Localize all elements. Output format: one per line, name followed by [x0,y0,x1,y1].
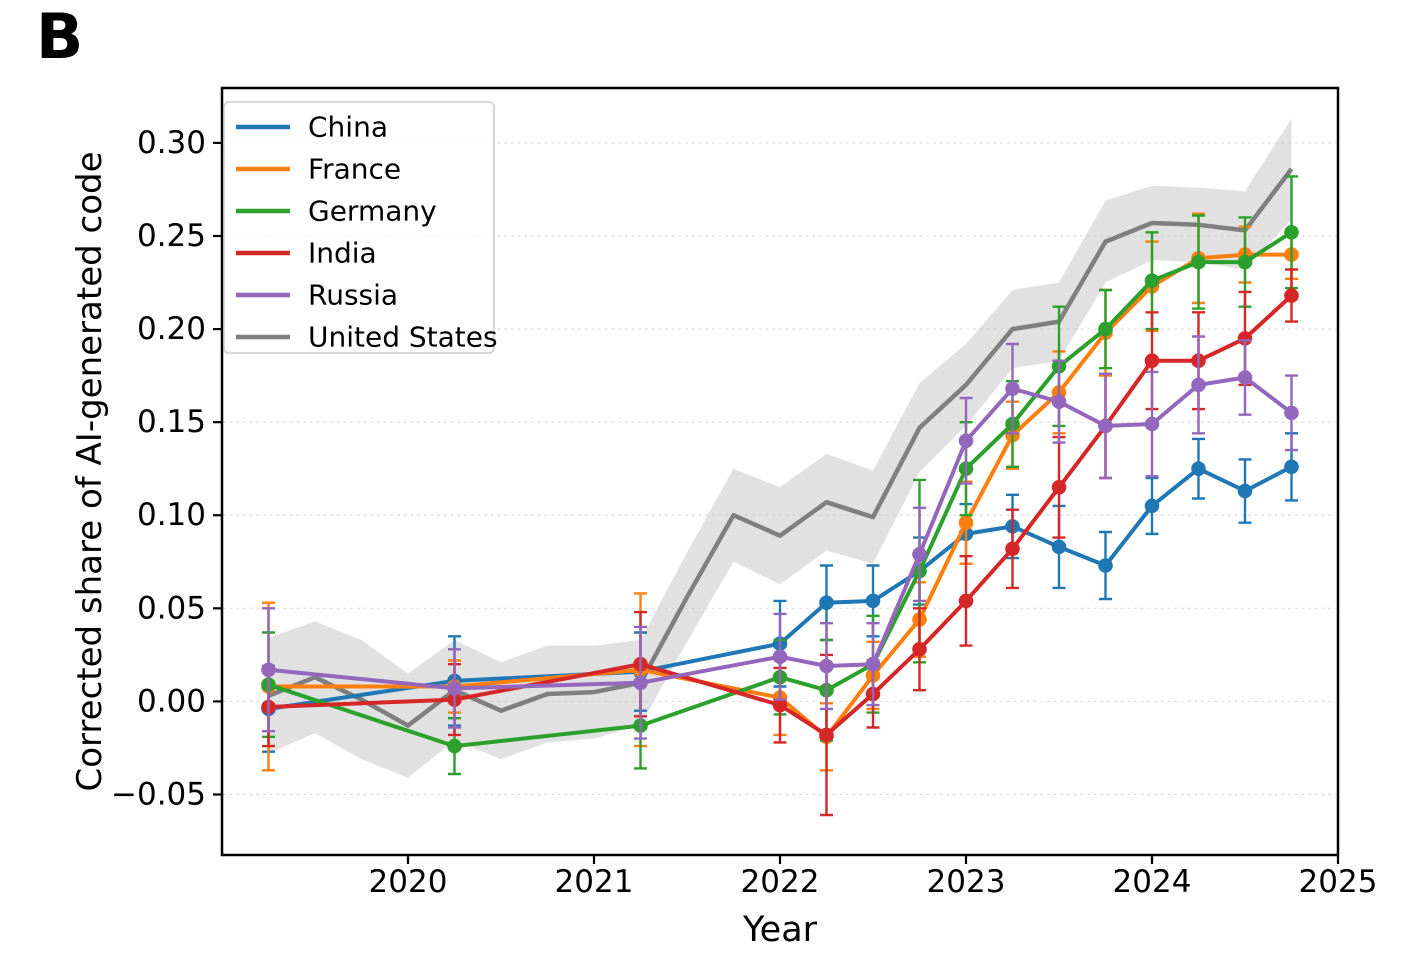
panel-label: B [36,0,84,73]
data-point [819,658,834,674]
data-point [1284,225,1299,240]
data-point [447,738,462,754]
data-point [819,727,834,743]
legend-label: Russia [308,279,398,312]
axis-ticks: −0.05 0.00 0.05 0.10 0.15 0.20 0.25 0.30 2020 202… [111,125,1377,900]
us-confidence-band [268,118,1292,778]
x-tick-label: 2022 [741,864,820,900]
y-tick-label: 0.00 [137,683,206,719]
legend-box [223,101,495,354]
data-point [865,593,881,609]
y-tick-label: 0.30 [137,125,206,161]
x-tick-label: 2024 [1113,864,1192,900]
data-point [1098,558,1113,573]
data-point [1144,498,1160,514]
data-point [1237,331,1253,346]
data-point [633,675,648,691]
legend-label: China [308,111,388,144]
legend-label: France [308,153,401,186]
data-point [958,593,974,609]
data-point [447,681,462,696]
data-point [1284,459,1299,475]
data-point [912,547,927,562]
legend-label: Germany [308,195,437,228]
legend: China France Germany India Russia United Stat… [223,101,498,354]
y-tick-label: −0.05 [111,776,206,812]
data-point [772,697,788,713]
data-point [1237,254,1253,270]
data-point [1051,539,1067,555]
x-tick-label: 2021 [555,864,634,900]
data-point [1284,288,1299,303]
data-point [1144,416,1160,432]
data-point [1191,254,1206,270]
data-point [958,515,974,530]
data-point [1098,418,1113,434]
data-point [1237,483,1253,499]
markers-germany [261,225,1299,754]
data-point [865,656,881,672]
data-point [1144,353,1160,369]
data-point [1144,273,1160,289]
series-russia [261,335,1299,740]
data-point [958,433,974,449]
data-point [1051,480,1067,495]
y-tick-label: 0.15 [137,404,206,440]
y-tick-label: 0.10 [137,497,206,533]
y-tick-label: 0.25 [137,218,206,254]
data-point [1191,461,1206,477]
data-point [1051,394,1067,410]
x-tick-label: 2020 [369,864,448,900]
x-axis-label: Year [742,910,818,950]
data-point [1191,377,1206,393]
y-tick-label: 0.20 [137,311,206,347]
data-point [1284,405,1299,421]
data-point [912,642,927,657]
markers-russia [261,370,1299,696]
data-point [1098,321,1113,337]
data-point [772,649,788,664]
legend-label: India [308,237,377,270]
data-point [1005,381,1020,397]
data-point [261,662,276,678]
y-tick-label: 0.05 [137,590,206,626]
x-tick-label: 2025 [1299,864,1378,900]
x-tick-label: 2023 [927,864,1006,900]
legend-label: United States [308,321,498,354]
data-point [1005,541,1020,557]
data-point [1237,370,1253,385]
data-point [819,595,834,610]
y-axis-label: Corrected share of AI-generated code [70,151,110,791]
